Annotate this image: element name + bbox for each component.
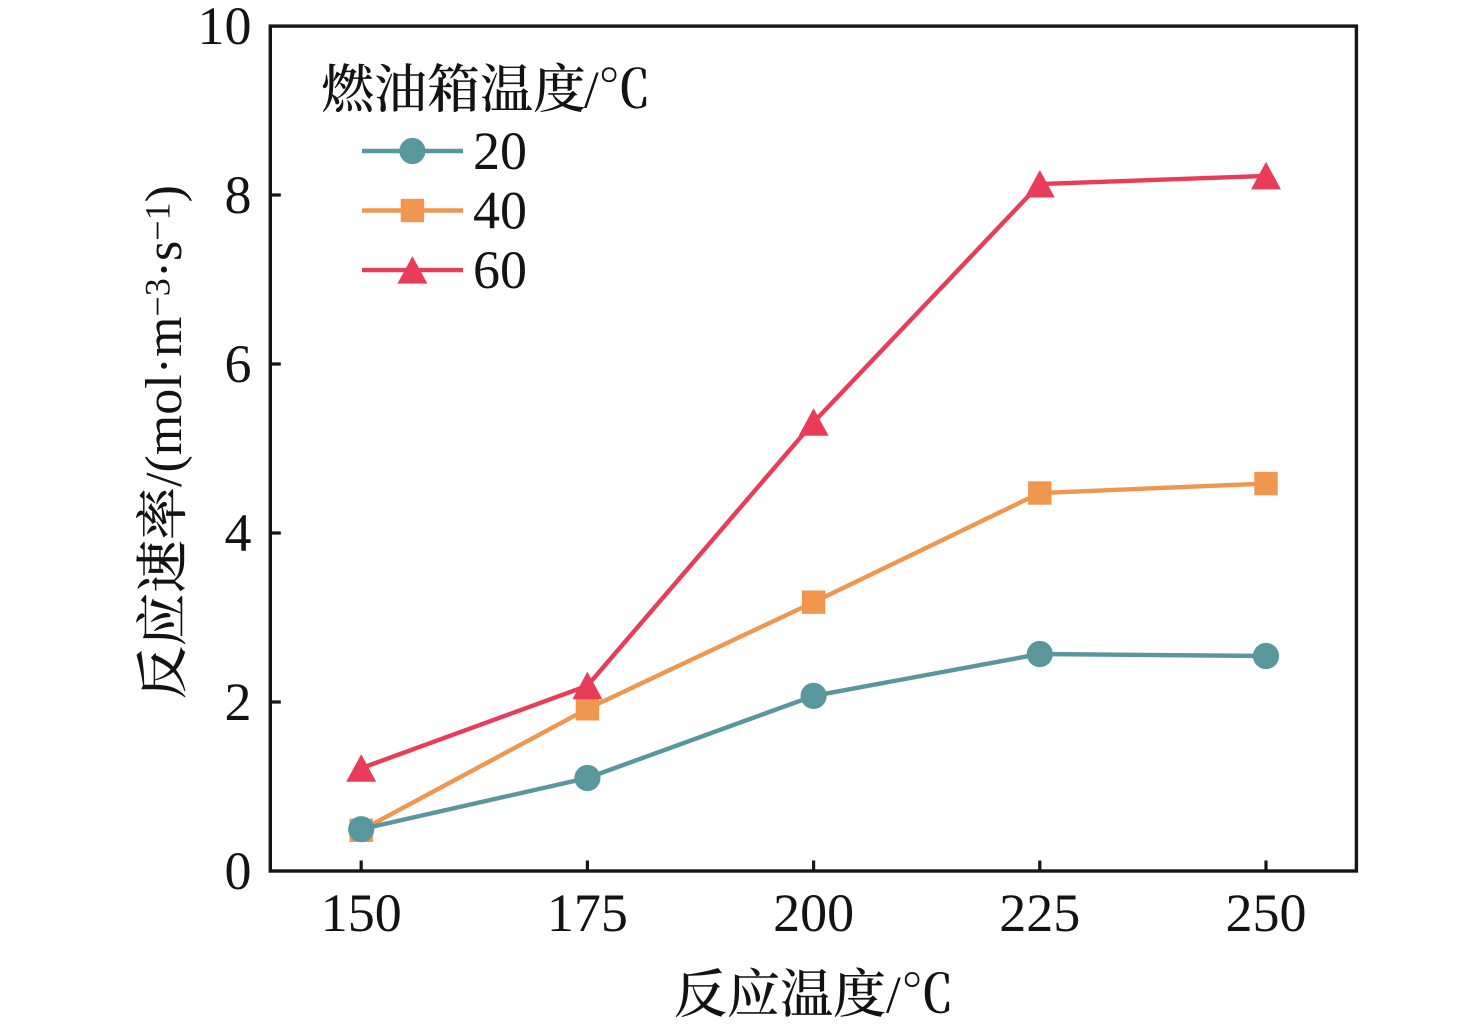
svg-text:20: 20 bbox=[473, 121, 527, 181]
svg-text:4: 4 bbox=[225, 503, 252, 563]
svg-text:250: 250 bbox=[1226, 883, 1307, 943]
svg-text:225: 225 bbox=[999, 883, 1080, 943]
svg-text:0: 0 bbox=[225, 841, 252, 901]
svg-text:/: / bbox=[584, 62, 599, 120]
svg-text:6: 6 bbox=[225, 334, 252, 394]
svg-text:150: 150 bbox=[321, 883, 402, 943]
svg-text:200: 200 bbox=[773, 883, 854, 943]
svg-text:60: 60 bbox=[473, 240, 527, 300]
svg-text:40: 40 bbox=[473, 181, 527, 241]
svg-text:175: 175 bbox=[547, 883, 628, 943]
svg-text:8: 8 bbox=[225, 165, 252, 225]
svg-text:10: 10 bbox=[198, 0, 252, 56]
svg-text:/: / bbox=[886, 967, 901, 1025]
svg-text:2: 2 bbox=[225, 672, 252, 732]
svg-text:/(mol·m−3·s−1): /(mol·m−3·s−1) bbox=[136, 185, 193, 487]
